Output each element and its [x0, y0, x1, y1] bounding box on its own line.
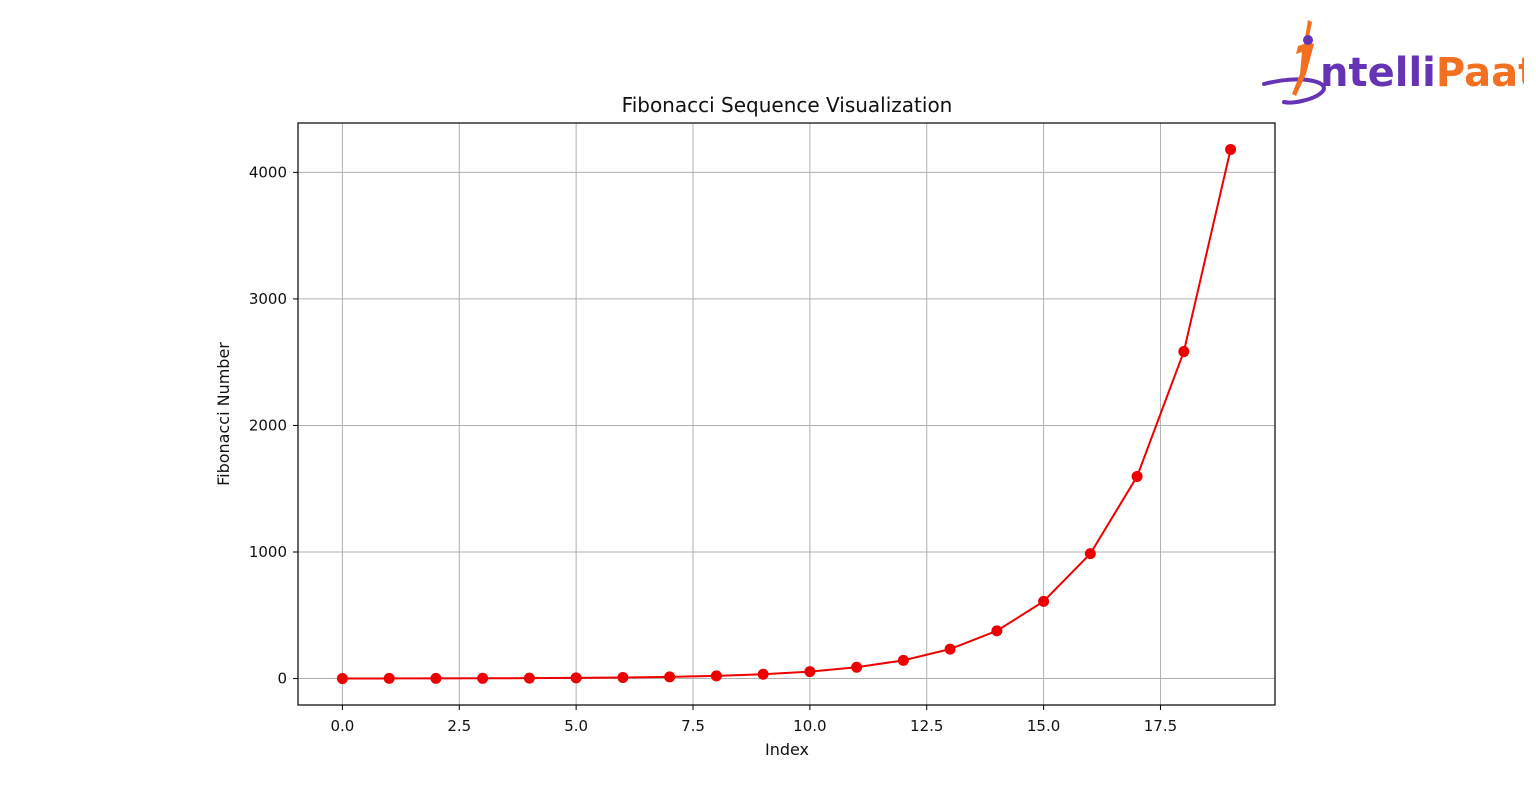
- data-point: [383, 672, 395, 684]
- data-point: [1084, 548, 1096, 560]
- y-tick-label: 3000: [249, 290, 287, 308]
- chart-title: Fibonacci Sequence Visualization: [622, 93, 953, 117]
- data-point: [710, 670, 722, 682]
- x-axis-label: Index: [765, 740, 809, 759]
- data-point: [664, 671, 676, 683]
- data-point: [477, 672, 489, 684]
- x-tick-label: 15.0: [1027, 717, 1060, 735]
- x-tick-label: 17.5: [1144, 717, 1177, 735]
- series-line: [342, 149, 1232, 680]
- data-point: [944, 643, 956, 655]
- y-tick-label: 0: [277, 670, 287, 688]
- x-tick-label: 12.5: [910, 717, 943, 735]
- data-point: [1178, 346, 1190, 358]
- y-tick-label: 4000: [249, 163, 287, 181]
- data-point: [523, 672, 535, 684]
- logo-figure: [1292, 20, 1314, 96]
- logo-swoosh: [1262, 77, 1326, 105]
- data-point: [430, 672, 442, 684]
- y-tick-label: 2000: [249, 416, 287, 434]
- grid: [298, 123, 1275, 705]
- data-point: [1038, 595, 1050, 607]
- data-point: [617, 672, 629, 684]
- data-point: [336, 673, 348, 685]
- y-axis-ticks: 0 1000 2000 3000 4000: [249, 163, 298, 688]
- x-tick-label: 0.0: [330, 717, 354, 735]
- y-axis-label: Fibonacci Number: [214, 342, 233, 486]
- data-point: [804, 666, 816, 678]
- x-tick-label: 10.0: [793, 717, 826, 735]
- data-point: [570, 672, 582, 684]
- x-axis-ticks: 0.0 2.5 5.0 7.5 10.0 12.5 15.0 17.5: [330, 705, 1177, 735]
- x-tick-label: 7.5: [681, 717, 705, 735]
- data-point: [1131, 470, 1143, 482]
- data-point: [991, 625, 1003, 637]
- x-tick-label: 2.5: [447, 717, 471, 735]
- logo-text: ntelliPaat: [1320, 50, 1524, 96]
- y-tick-label: 1000: [249, 543, 287, 561]
- data-point: [757, 668, 769, 680]
- plot-frame: [297, 122, 1276, 706]
- data-point: [897, 654, 909, 666]
- x-tick-label: 5.0: [564, 717, 588, 735]
- data-point: [1225, 143, 1237, 155]
- logo-figure-head: [1303, 35, 1313, 45]
- series-group: [336, 143, 1237, 685]
- intellipaat-logo: ntelliPaat: [1262, 20, 1524, 105]
- data-point: [851, 661, 863, 673]
